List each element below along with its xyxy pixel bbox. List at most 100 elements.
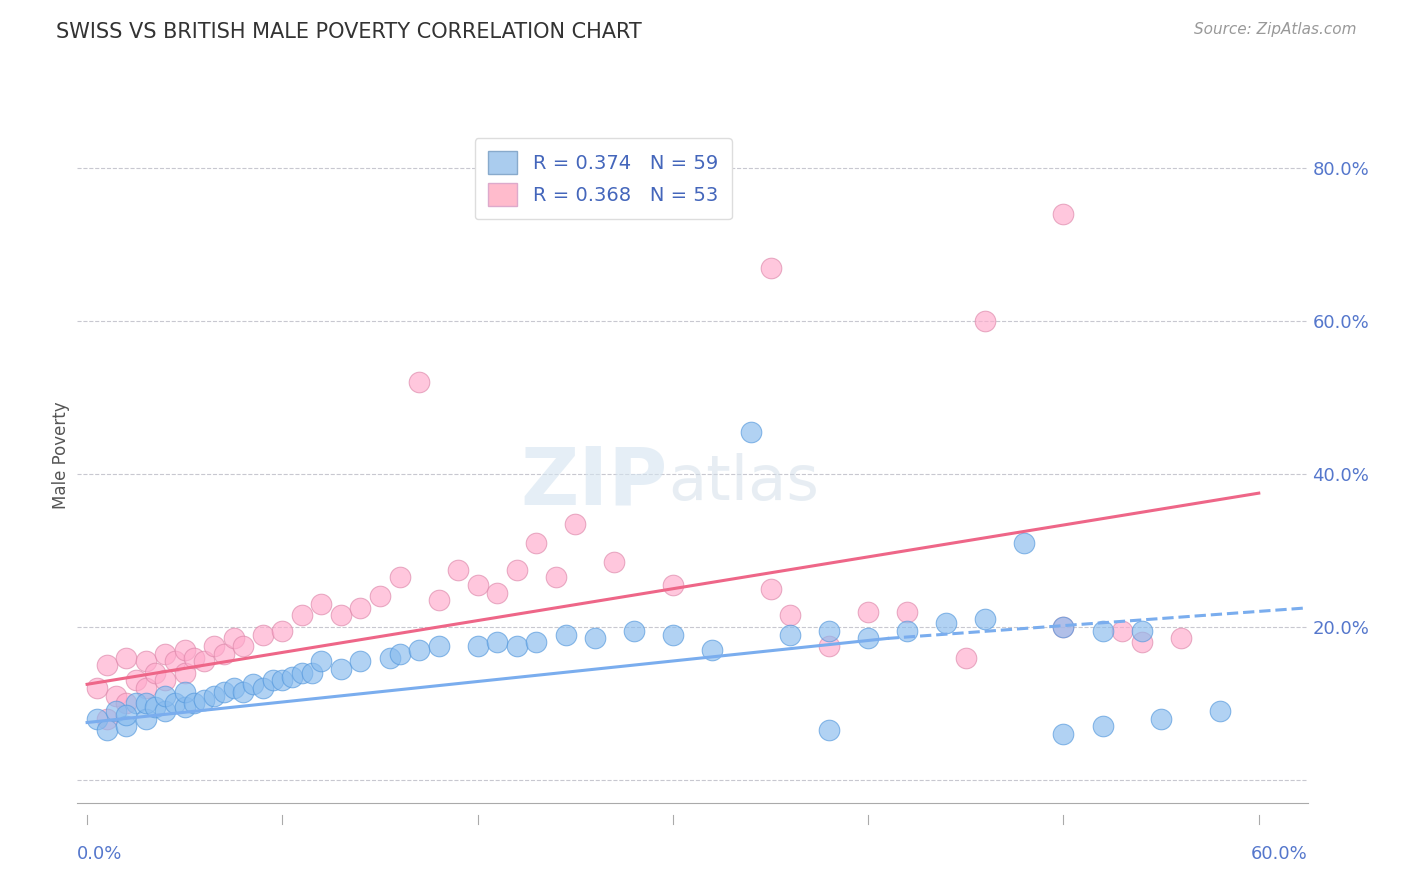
Point xyxy=(193,692,215,706)
Point xyxy=(486,635,509,649)
Point xyxy=(96,712,118,726)
Point xyxy=(1091,624,1114,638)
Point xyxy=(183,697,205,711)
Point xyxy=(759,582,782,596)
Point xyxy=(135,681,157,695)
Point xyxy=(447,563,470,577)
Point xyxy=(818,723,841,738)
Point xyxy=(700,643,723,657)
Point xyxy=(291,665,314,680)
Point xyxy=(408,376,430,390)
Point xyxy=(349,600,371,615)
Point xyxy=(115,650,138,665)
Point xyxy=(1209,704,1232,718)
Text: Source: ZipAtlas.com: Source: ZipAtlas.com xyxy=(1194,22,1357,37)
Point xyxy=(163,697,186,711)
Point xyxy=(1150,712,1173,726)
Point xyxy=(408,643,430,657)
Point xyxy=(135,697,157,711)
Point xyxy=(935,616,957,631)
Point xyxy=(281,670,304,684)
Point xyxy=(212,685,235,699)
Point xyxy=(202,639,225,653)
Point xyxy=(262,673,284,688)
Point xyxy=(662,578,685,592)
Point xyxy=(202,689,225,703)
Point xyxy=(311,597,333,611)
Point xyxy=(155,673,177,688)
Point xyxy=(193,654,215,668)
Point xyxy=(330,608,353,623)
Point xyxy=(173,700,195,714)
Point xyxy=(301,665,323,680)
Point xyxy=(544,570,567,584)
Point xyxy=(173,643,195,657)
Point xyxy=(173,685,195,699)
Point xyxy=(125,697,148,711)
Point xyxy=(554,627,576,641)
Point xyxy=(135,712,157,726)
Point xyxy=(427,593,450,607)
Point xyxy=(252,627,274,641)
Point xyxy=(183,650,205,665)
Point xyxy=(212,647,235,661)
Point xyxy=(1170,632,1192,646)
Point xyxy=(506,639,529,653)
Point xyxy=(330,662,353,676)
Point xyxy=(858,632,880,646)
Point xyxy=(125,673,148,688)
Point xyxy=(506,563,529,577)
Point xyxy=(1052,727,1074,741)
Point xyxy=(311,654,333,668)
Point xyxy=(155,704,177,718)
Point xyxy=(896,605,918,619)
Point xyxy=(779,608,801,623)
Point xyxy=(583,632,606,646)
Point xyxy=(427,639,450,653)
Point xyxy=(105,689,128,703)
Point xyxy=(779,627,801,641)
Point xyxy=(974,314,997,328)
Point xyxy=(86,681,108,695)
Point xyxy=(974,612,997,626)
Point xyxy=(524,536,547,550)
Point xyxy=(145,700,167,714)
Point xyxy=(662,627,685,641)
Point xyxy=(222,681,245,695)
Point xyxy=(388,570,411,584)
Point xyxy=(467,578,489,592)
Text: 0.0%: 0.0% xyxy=(77,845,122,863)
Point xyxy=(115,697,138,711)
Point xyxy=(115,707,138,722)
Point xyxy=(271,673,294,688)
Point xyxy=(467,639,489,653)
Point xyxy=(86,712,108,726)
Text: 60.0%: 60.0% xyxy=(1251,845,1308,863)
Point xyxy=(232,685,254,699)
Point xyxy=(145,665,167,680)
Point xyxy=(388,647,411,661)
Point xyxy=(242,677,264,691)
Point xyxy=(623,624,645,638)
Point xyxy=(818,624,841,638)
Point xyxy=(135,654,157,668)
Point xyxy=(368,590,391,604)
Point xyxy=(1091,719,1114,733)
Point xyxy=(896,624,918,638)
Point xyxy=(349,654,371,668)
Point xyxy=(115,719,138,733)
Point xyxy=(155,689,177,703)
Point xyxy=(271,624,294,638)
Point xyxy=(955,650,977,665)
Point xyxy=(759,260,782,275)
Legend: R = 0.374   N = 59, R = 0.368   N = 53: R = 0.374 N = 59, R = 0.368 N = 53 xyxy=(475,137,731,219)
Point xyxy=(486,585,509,599)
Point xyxy=(252,681,274,695)
Point xyxy=(232,639,254,653)
Point xyxy=(105,704,128,718)
Point xyxy=(1130,624,1153,638)
Text: SWISS VS BRITISH MALE POVERTY CORRELATION CHART: SWISS VS BRITISH MALE POVERTY CORRELATIO… xyxy=(56,22,643,42)
Point xyxy=(1014,536,1036,550)
Point xyxy=(163,654,186,668)
Point xyxy=(96,658,118,673)
